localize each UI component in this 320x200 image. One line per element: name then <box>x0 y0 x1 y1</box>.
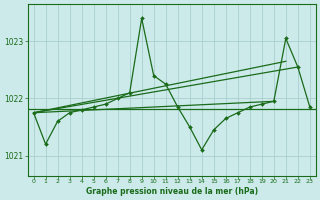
X-axis label: Graphe pression niveau de la mer (hPa): Graphe pression niveau de la mer (hPa) <box>86 187 258 196</box>
